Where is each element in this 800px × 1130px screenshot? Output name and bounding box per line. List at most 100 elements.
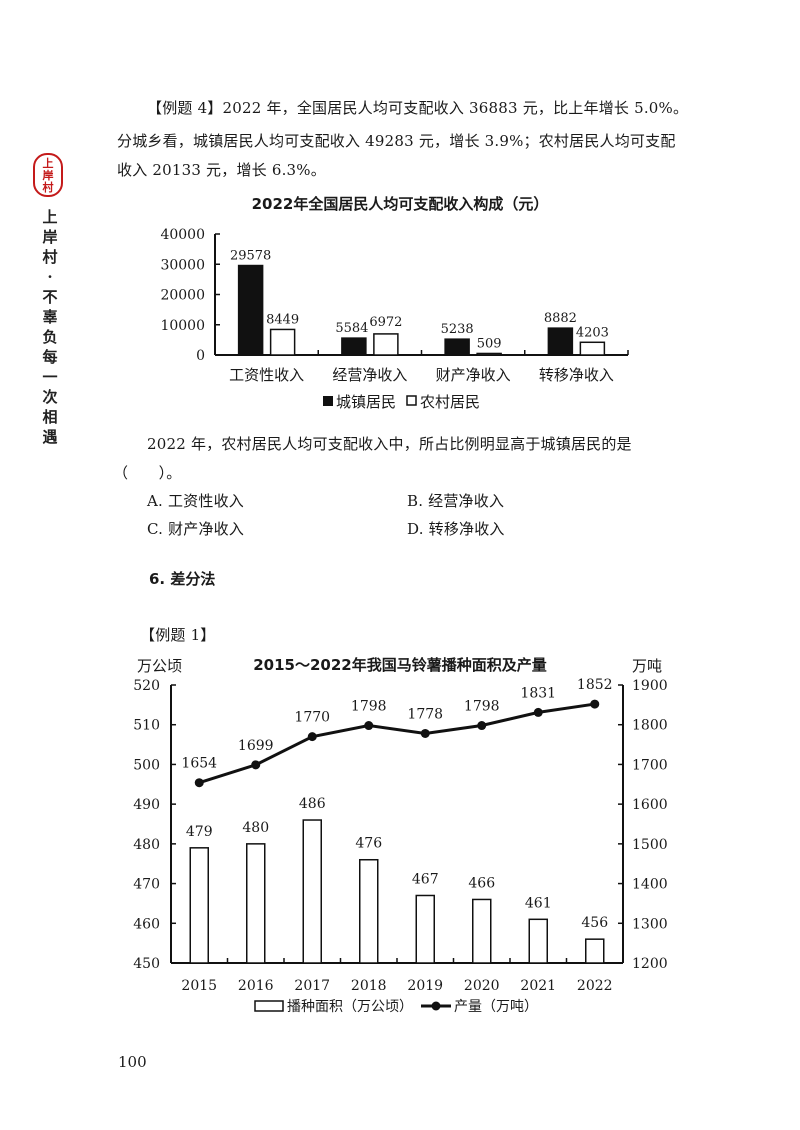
bar-value-label: 479 [186, 824, 213, 840]
bar [237, 264, 264, 356]
legend-swatch-urban [323, 396, 333, 406]
production-point [477, 721, 487, 731]
production-point [420, 728, 430, 738]
slogan-char: 相 [42, 408, 58, 426]
category-label: 工资性收入 [229, 366, 304, 384]
bar [373, 333, 399, 356]
legend-label: 产量（万吨） [454, 999, 538, 1015]
sidebar-slogan: 上 岸 村 · 不 辜 负 每 一 次 相 遇 [40, 207, 60, 447]
legend-label: 农村居民 [420, 393, 480, 411]
left-tick-label: 480 [133, 837, 160, 853]
slogan-char: 每 [42, 348, 58, 366]
area-bar [359, 858, 379, 964]
line-value-label: 1798 [351, 699, 387, 715]
year-label: 2018 [351, 978, 387, 994]
production-line [198, 702, 595, 785]
line-value-label: 1852 [577, 677, 613, 693]
production-point [194, 778, 204, 788]
question-line1: 2022 年，农村居民人均可支配收入中，所占比例明显高于城镇居民的是 [147, 435, 632, 453]
slogan-char: 上 [42, 208, 58, 226]
right-axis-unit: 万吨 [632, 657, 662, 675]
legend-label: 播种面积（万公顷） [287, 999, 413, 1015]
stamp-char: 岸 [42, 169, 54, 182]
potato-area-production-chart: 2015～2022年我国马铃薯播种面积及产量 万公顷 万吨 450 460 470 480 4… [133, 656, 668, 1015]
slogan-char: 次 [42, 388, 58, 406]
legend-swatch-production [431, 1001, 441, 1011]
left-tick-label: 500 [133, 757, 160, 773]
slogan-char: · [47, 268, 53, 286]
right-tick-label: 1800 [632, 718, 668, 734]
right-tick-label: 1300 [632, 916, 668, 932]
area-bar [246, 843, 266, 964]
bar-value-label: 466 [468, 875, 495, 891]
chart1-title: 2022年全国居民人均可支配收入构成（元） [252, 195, 549, 213]
category-label: 转移净收入 [539, 366, 614, 384]
area-bar [415, 894, 435, 964]
category-label: 经营净收入 [332, 366, 407, 384]
slogan-char: 村 [42, 248, 58, 266]
bar-value-label: 509 [477, 336, 502, 351]
example4-line2: 分城乡看，城镇居民人均可支配收入 49283 元，增长 3.9%；农村居民人均可… [117, 132, 676, 150]
slogan-char: 遇 [42, 428, 58, 446]
production-point [364, 721, 374, 731]
option-c[interactable]: C. 财产净收入 [147, 520, 245, 538]
left-axis-unit: 万公顷 [137, 657, 182, 675]
left-tick-label: 510 [133, 718, 160, 734]
right-tick-label: 1700 [632, 757, 668, 773]
bar-value-label: 456 [581, 915, 608, 931]
y-tick-label: 30000 [160, 257, 205, 273]
bar [579, 341, 606, 356]
left-tick-label: 470 [133, 877, 160, 893]
option-a[interactable]: A. 工资性收入 [147, 492, 244, 510]
question-line2: （ ）。 [113, 464, 182, 482]
legend-swatch-area [254, 1000, 284, 1012]
bar-value-label: 486 [299, 796, 326, 812]
line-value-label: 1654 [181, 756, 217, 772]
slogan-char: 负 [42, 328, 58, 346]
year-label: 2020 [464, 978, 500, 994]
slogan-char: 不 [42, 288, 58, 306]
slogan-char: 一 [42, 368, 58, 386]
bar-value-label: 6972 [369, 315, 402, 330]
bar-value-label: 8449 [266, 312, 299, 327]
right-tick-label: 1900 [632, 678, 668, 694]
line-value-label: 1770 [294, 710, 330, 726]
brand-stamp-logo: 上 岸 村 [33, 153, 63, 197]
bar-value-label: 4203 [576, 325, 609, 340]
area-bar [585, 938, 605, 964]
production-point [251, 760, 261, 770]
bar [444, 338, 470, 356]
example1-label: 【例题 1】 [140, 626, 216, 644]
bar-value-label: 5238 [441, 322, 474, 337]
bar-value-label: 467 [412, 871, 439, 887]
section-heading: 6. 差分法 [149, 570, 216, 588]
example4-line3: 收入 20133 元，增长 6.3%。 [117, 161, 326, 179]
year-label: 2021 [520, 978, 556, 994]
area-bar [189, 847, 209, 964]
income-composition-chart: 2022年全国居民人均可支配收入构成（元） 0 10000 20000 30000 40… [160, 195, 629, 411]
area-bar [472, 898, 492, 964]
chart2-title: 2015～2022年我国马铃薯播种面积及产量 [253, 656, 547, 674]
legend-label: 城镇居民 [336, 393, 396, 411]
year-label: 2016 [238, 978, 274, 994]
right-tick-label: 1200 [632, 956, 668, 972]
bar-value-label: 29578 [230, 249, 271, 264]
bar-value-label: 8882 [544, 311, 577, 326]
stamp-char: 村 [42, 181, 54, 194]
bar [269, 328, 296, 356]
y-tick-label: 10000 [160, 318, 205, 334]
bar-value-label: 480 [242, 820, 269, 836]
line-value-label: 1831 [520, 685, 556, 701]
line-value-label: 1778 [407, 706, 443, 722]
bar-value-label: 461 [525, 895, 552, 911]
bar-value-label: 476 [355, 836, 382, 852]
year-label: 2022 [577, 978, 613, 994]
right-tick-label: 1400 [632, 877, 668, 893]
year-label: 2019 [407, 978, 443, 994]
left-tick-label: 460 [133, 916, 160, 932]
option-b[interactable]: B. 经营净收入 [407, 492, 505, 510]
slogan-char: 岸 [42, 228, 58, 246]
production-point [307, 732, 317, 742]
option-d[interactable]: D. 转移净收入 [407, 520, 505, 538]
left-tick-label: 490 [133, 797, 160, 813]
